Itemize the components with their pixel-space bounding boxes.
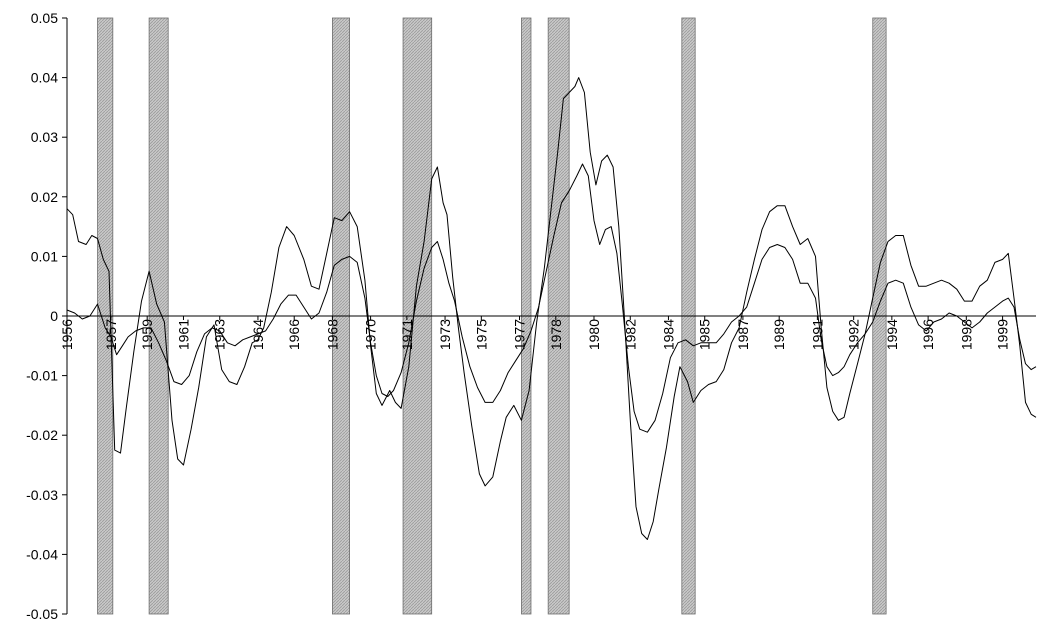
x-tick-label: 1963 [212, 319, 228, 350]
x-tick-label: 1994 [884, 319, 900, 350]
y-tick-label: 0 [50, 308, 58, 324]
y-tick-label: 0.02 [31, 189, 58, 205]
x-tick-label: 1975 [473, 319, 489, 350]
x-tick-label: 1971 [399, 319, 415, 350]
y-tick-label: -0.02 [26, 427, 58, 443]
x-tick-label: 1996 [920, 319, 936, 350]
y-tick-label: 0.05 [31, 10, 58, 26]
x-tick-label: 1977 [512, 319, 528, 350]
y-tick-label: 0.04 [31, 70, 58, 86]
y-tick-label: -0.04 [26, 546, 58, 562]
x-tick-label: 1987 [735, 319, 751, 350]
x-tick-label: 1966 [286, 319, 302, 350]
x-tick-label: 1989 [771, 319, 787, 350]
series-lines [66, 77, 1037, 540]
x-tick-label: 1956 [59, 319, 75, 350]
x-tick-label: 1968 [324, 319, 340, 350]
x-tick-label: 1992 [846, 319, 862, 350]
y-tick-label: 0.03 [31, 129, 58, 145]
x-tick-label: 1973 [437, 319, 453, 350]
x-tick-label: 1978 [548, 319, 564, 350]
x-tick-label: 1957 [103, 319, 119, 350]
series-line-2 [66, 163, 1037, 433]
x-tick-label: 1970 [363, 319, 379, 350]
y-tick-label: -0.01 [26, 368, 58, 384]
x-tick-label: 1999 [995, 319, 1011, 350]
y-tick-label: 0.01 [31, 248, 58, 264]
y-tick-label: -0.03 [26, 487, 58, 503]
x-tick-labels: 1956 1957 1959 1961 1963 1964 1966 1968 1970 1971… [59, 319, 1011, 350]
x-tick-label: 1998 [958, 319, 974, 350]
x-tick-label: 1959 [139, 319, 155, 350]
x-tick-label: 1964 [250, 319, 266, 350]
x-tick-label: 1984 [660, 319, 676, 350]
x-tick-label: 1991 [809, 319, 825, 350]
series-line-1 [66, 77, 1037, 540]
y-tick-labels: -0.05 -0.04 -0.03 -0.02 -0.01 0 0.01 0.02 0.03 0.… [26, 10, 58, 622]
x-tick-label: 1961 [175, 319, 191, 350]
x-tick-label: 1985 [697, 319, 713, 350]
x-tick-label: 1982 [622, 319, 638, 350]
y-tick-label: -0.05 [26, 606, 58, 622]
x-tick-label: 1980 [586, 319, 602, 350]
